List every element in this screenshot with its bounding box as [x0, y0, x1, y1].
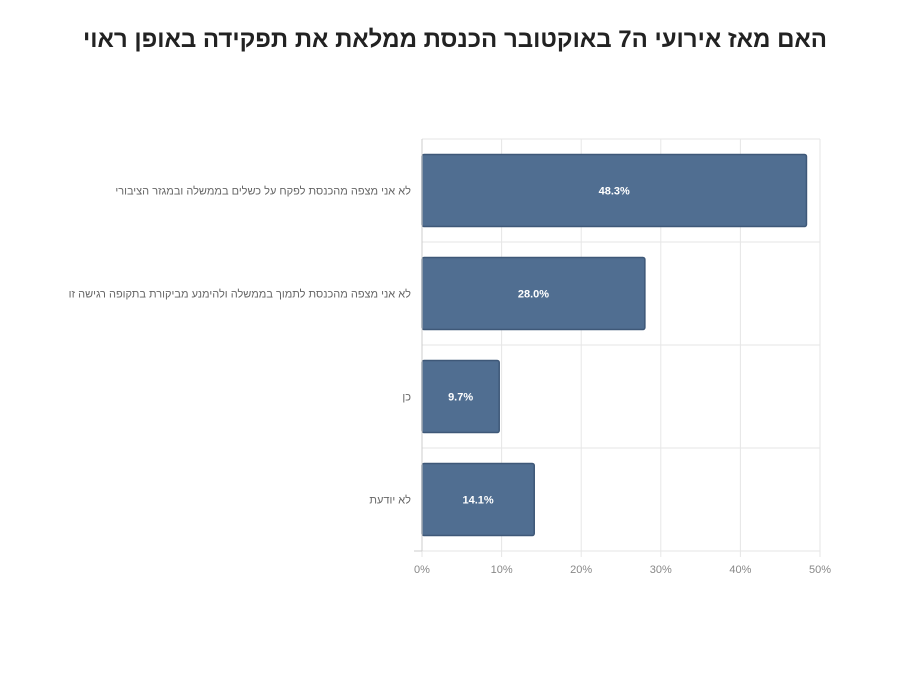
- bar-layer: [421, 153, 808, 537]
- x-tick-label: 40%: [729, 564, 751, 576]
- bar-value-label: 9.7%: [448, 392, 473, 404]
- chart-title: האם מאז אירועי ה7 באוקטובר הכנסת ממלאת א…: [82, 26, 828, 53]
- grid-layer: [421, 138, 821, 557]
- bar-value-label: 48.3%: [599, 186, 630, 198]
- bar-value-label: 14.1%: [463, 495, 494, 507]
- category-label: כן: [402, 392, 411, 404]
- x-tick-label: 30%: [650, 564, 672, 576]
- bar-value-label: 28.0%: [518, 289, 549, 301]
- category-label: לא אני מצפה מהכנסת לתמוך בממשלה ולהימנע …: [69, 288, 412, 301]
- x-tick-label: 20%: [570, 564, 592, 576]
- label-layer: 48.3% לא אני מצפה מהכנסת לפקח על כשלים במ…: [69, 185, 630, 507]
- x-tick-label: 0%: [414, 564, 430, 576]
- axis-layer: 0% 10% 20% 30% 40% 50%: [414, 139, 831, 576]
- category-label: לא אני מצפה מהכנסת לפקח על כשלים בממשלה …: [115, 185, 411, 198]
- category-label: לא יודעת: [369, 494, 411, 507]
- x-tick-label: 10%: [491, 564, 513, 576]
- x-tick-label: 50%: [809, 564, 831, 576]
